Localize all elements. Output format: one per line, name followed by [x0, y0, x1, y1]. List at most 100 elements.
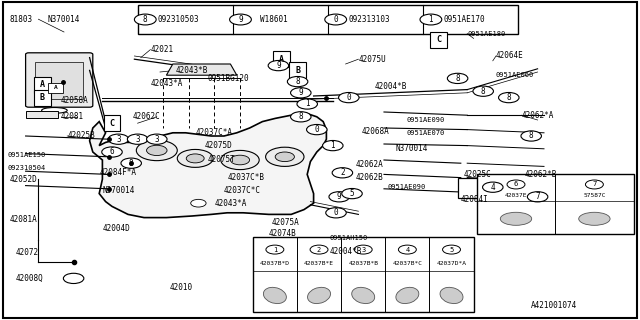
Circle shape [291, 88, 311, 98]
Text: 42075U: 42075U [358, 55, 386, 64]
Text: 092313103: 092313103 [348, 15, 390, 24]
Circle shape [191, 199, 206, 207]
Text: 42004*B: 42004*B [374, 82, 407, 91]
Circle shape [266, 245, 284, 254]
Text: 1: 1 [273, 247, 277, 252]
Text: 42037B*E: 42037B*E [304, 261, 334, 266]
Text: 6: 6 [109, 148, 115, 156]
Text: 2: 2 [317, 247, 321, 252]
Text: 42062*B: 42062*B [525, 170, 557, 179]
Circle shape [586, 180, 604, 189]
PathPatch shape [166, 64, 237, 75]
Bar [430, 32, 447, 48]
FancyBboxPatch shape [26, 53, 93, 107]
Text: 0951AE180: 0951AE180 [467, 31, 506, 36]
Text: 0951AE070: 0951AE070 [406, 130, 445, 136]
Circle shape [102, 147, 122, 157]
Bar [35, 62, 83, 99]
Text: 8: 8 [143, 15, 148, 24]
Text: 42084I: 42084I [461, 196, 488, 204]
Text: 2: 2 [340, 168, 345, 177]
Text: 42043*B: 42043*B [176, 66, 209, 75]
Text: 3: 3 [361, 247, 365, 252]
Circle shape [147, 134, 167, 144]
Circle shape [355, 245, 372, 254]
Text: 42064E: 42064E [496, 52, 524, 60]
Circle shape [177, 149, 213, 167]
Text: 42004D: 42004D [102, 224, 130, 233]
Text: 7: 7 [592, 181, 596, 188]
Text: 0: 0 [333, 208, 339, 217]
Text: 42081: 42081 [61, 112, 84, 121]
Circle shape [326, 208, 346, 218]
Circle shape [291, 112, 311, 122]
Circle shape [134, 14, 156, 25]
Bar [253, 237, 474, 312]
Text: 9: 9 [337, 192, 342, 201]
Bar [477, 174, 634, 234]
Text: 42075A: 42075A [272, 218, 300, 227]
Text: 42075T: 42075T [208, 156, 236, 164]
Text: 8: 8 [295, 77, 300, 86]
Text: C: C [109, 119, 115, 128]
Text: 8: 8 [529, 132, 534, 140]
Circle shape [136, 140, 177, 161]
Ellipse shape [264, 287, 286, 304]
Text: 1: 1 [305, 100, 310, 108]
Text: 5: 5 [449, 247, 454, 252]
Text: 42037B*D: 42037B*D [260, 261, 290, 266]
Circle shape [507, 180, 525, 189]
Text: 42037C*B: 42037C*B [227, 173, 264, 182]
Text: A: A [279, 55, 284, 64]
Text: 42010: 42010 [170, 284, 193, 292]
Circle shape [447, 73, 468, 84]
Text: A421001074: A421001074 [531, 301, 577, 310]
Text: 42008Q: 42008Q [16, 274, 44, 283]
Ellipse shape [500, 212, 532, 225]
PathPatch shape [90, 114, 326, 218]
Ellipse shape [308, 287, 330, 304]
Text: 8: 8 [129, 159, 134, 168]
Circle shape [275, 152, 294, 162]
Text: 3: 3 [135, 135, 140, 144]
Text: 0951AE150: 0951AE150 [8, 152, 46, 158]
Text: 0951AH150: 0951AH150 [330, 236, 368, 241]
Text: 0951AE170: 0951AE170 [444, 15, 485, 24]
Text: 9: 9 [298, 88, 303, 97]
Bar [138, 5, 518, 34]
Text: 42037B*B: 42037B*B [348, 261, 378, 266]
Text: 4: 4 [405, 247, 410, 252]
Circle shape [127, 134, 148, 144]
Circle shape [287, 76, 308, 87]
Text: 6: 6 [514, 181, 518, 188]
Text: A: A [54, 85, 58, 90]
Text: 42062B: 42062B [355, 173, 383, 182]
Text: N370014: N370014 [396, 144, 428, 153]
Bar [34, 77, 51, 93]
Ellipse shape [352, 287, 374, 304]
Text: 42068A: 42068A [362, 127, 389, 136]
Ellipse shape [579, 212, 610, 225]
Circle shape [186, 154, 204, 163]
Text: 42037B*C: 42037B*C [392, 261, 422, 266]
Circle shape [521, 131, 541, 141]
Circle shape [230, 155, 250, 165]
Text: 9: 9 [238, 15, 243, 24]
Text: B: B [40, 93, 45, 102]
Text: 42043*A: 42043*A [150, 79, 183, 88]
Circle shape [108, 134, 129, 144]
Text: 42072: 42072 [16, 248, 39, 257]
Circle shape [221, 150, 259, 170]
Text: 42037C*C: 42037C*C [224, 186, 261, 195]
Text: C: C [436, 36, 441, 44]
Circle shape [342, 188, 362, 199]
Text: 42037E: 42037E [505, 193, 527, 198]
Text: N370014: N370014 [102, 186, 135, 195]
Text: 9: 9 [276, 61, 281, 70]
Text: 42084F*A: 42084F*A [99, 168, 136, 177]
Circle shape [527, 192, 548, 202]
Text: 0951BG120: 0951BG120 [208, 74, 250, 83]
Text: 092310504: 092310504 [8, 165, 46, 171]
Text: 8: 8 [298, 112, 303, 121]
Text: 8: 8 [506, 93, 511, 102]
